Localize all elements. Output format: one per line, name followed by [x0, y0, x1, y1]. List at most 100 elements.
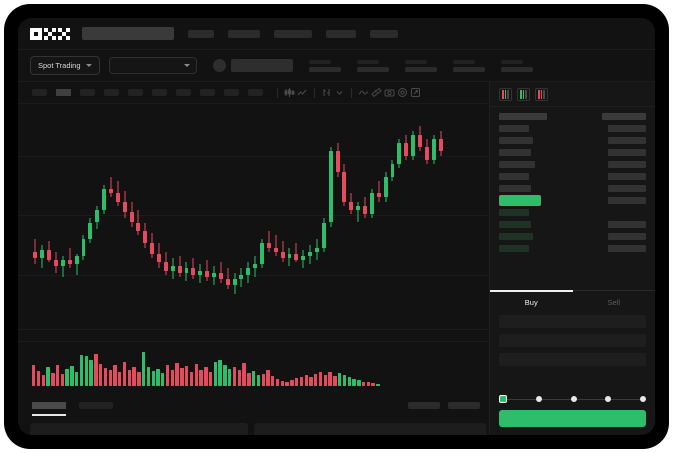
step-4[interactable] [605, 396, 612, 402]
orderbook-ask-row[interactable] [499, 160, 646, 169]
volume-bar-series [32, 350, 380, 386]
chart-type-dropdown-icon[interactable] [333, 86, 346, 99]
chevron-down-icon [85, 64, 92, 67]
candle [225, 104, 230, 341]
volume-bar [213, 361, 218, 386]
bottom-action-1[interactable] [408, 401, 440, 409]
orderbook-bid-row[interactable] [499, 208, 646, 217]
bottom-action-2[interactable] [448, 401, 480, 409]
orderbook-mode-both-icon[interactable] [499, 88, 512, 101]
volume-bar [98, 363, 103, 386]
chart-settings-gear-icon[interactable] [396, 86, 409, 99]
volume-bar [361, 381, 366, 386]
orderbook-price-cell [499, 209, 529, 216]
device-frame: Spot Trading [4, 4, 669, 449]
timeframe-1w[interactable] [200, 89, 215, 96]
candle [404, 104, 409, 341]
chart-gridlines [18, 104, 490, 341]
trading-pair-dropdown[interactable] [108, 57, 197, 74]
indicators-icon[interactable] [357, 86, 370, 99]
candle [54, 104, 58, 341]
timeframe-more[interactable] [248, 89, 263, 96]
volume-bar [103, 368, 108, 386]
nav-link-2[interactable] [228, 29, 260, 38]
volume-bar [256, 375, 261, 386]
candle-body [260, 243, 264, 265]
step-1[interactable] [499, 395, 507, 403]
volume-bar [208, 372, 213, 386]
nav-link-5[interactable] [370, 29, 398, 38]
chart-type-line-icon[interactable] [296, 86, 309, 99]
orderbook-bid-row[interactable] [499, 244, 646, 253]
orderbook-mode-bids-icon[interactable] [517, 88, 530, 101]
chart-type-bars-icon[interactable] [320, 86, 333, 99]
nav-link-3[interactable] [274, 29, 312, 38]
orderbook-ask-row[interactable] [499, 172, 646, 181]
timeframe-1m[interactable] [32, 89, 47, 96]
measure-ruler-icon[interactable] [370, 86, 383, 99]
buy-tab[interactable]: Buy [524, 298, 538, 307]
candle [143, 104, 148, 341]
candle-body [108, 189, 113, 194]
chart-type-candles-icon[interactable] [283, 86, 296, 99]
fullscreen-expand-icon[interactable] [409, 86, 422, 99]
volume-bar [261, 373, 265, 386]
order-price-field[interactable] [499, 315, 646, 328]
okx-logo-icon[interactable] [30, 27, 70, 40]
timeframe-30m[interactable] [104, 89, 119, 96]
candle [273, 104, 278, 341]
sell-tab[interactable]: Sell [607, 298, 620, 307]
orderbook-bid-row[interactable] [499, 232, 646, 241]
orderbook-bid-row[interactable] [499, 220, 646, 229]
step-3[interactable] [570, 396, 577, 402]
timeframe-15m[interactable] [80, 89, 95, 96]
timeframe-1d[interactable] [176, 89, 191, 96]
orderbook-ask-row[interactable] [499, 148, 646, 157]
orderbook-ask-row[interactable] [499, 136, 646, 145]
market-type-dropdown[interactable]: Spot Trading [30, 56, 100, 75]
orderbook-ask-row[interactable] [499, 124, 646, 133]
nav-link-1[interactable] [188, 29, 214, 38]
nav-link-4[interactable] [326, 29, 356, 38]
orderbook-ask-row[interactable] [499, 184, 646, 193]
orderbook-rows [490, 107, 655, 253]
order-amount-field[interactable] [499, 334, 646, 347]
candle-body [273, 247, 278, 252]
volume-bar [318, 371, 323, 386]
volume-bar [151, 370, 155, 386]
candle [253, 104, 258, 341]
volume-bar [51, 373, 55, 386]
candle-body [363, 205, 367, 215]
timeframe-1mo[interactable] [224, 89, 239, 96]
price-candlestick-chart[interactable] [18, 104, 490, 341]
candle-body [211, 272, 216, 277]
volume-bar [285, 381, 289, 386]
order-total-field[interactable] [499, 353, 646, 366]
timeframe-5m[interactable] [56, 89, 71, 96]
candle-body [81, 239, 86, 256]
stat-24h-change [308, 59, 341, 72]
submit-order-button[interactable] [499, 410, 646, 427]
orderbook-amount-cell [602, 113, 646, 120]
step-2[interactable] [535, 396, 542, 402]
volume-bar [218, 360, 222, 386]
candle [218, 104, 223, 341]
timeframe-4h[interactable] [152, 89, 167, 96]
volume-bar [84, 355, 88, 386]
orderbook-mode-asks-icon[interactable] [535, 88, 548, 101]
bottom-tab-order-history[interactable] [79, 401, 113, 409]
search-input[interactable] [82, 27, 174, 40]
timeframe-1h[interactable] [128, 89, 143, 96]
screenshot-camera-icon[interactable] [383, 86, 396, 99]
volume-bar [165, 365, 170, 386]
volume-bar [146, 367, 151, 386]
orderbook-amount-cell [608, 197, 646, 204]
volume-bar [290, 380, 294, 386]
bottom-tab-open-orders[interactable] [32, 401, 66, 416]
volume-bar [189, 371, 194, 386]
candle [198, 104, 203, 341]
step-5[interactable] [640, 396, 646, 402]
orderbook-price-cell [499, 233, 533, 240]
orderbook-amount-cell [608, 161, 646, 168]
volume-chart [18, 341, 490, 394]
